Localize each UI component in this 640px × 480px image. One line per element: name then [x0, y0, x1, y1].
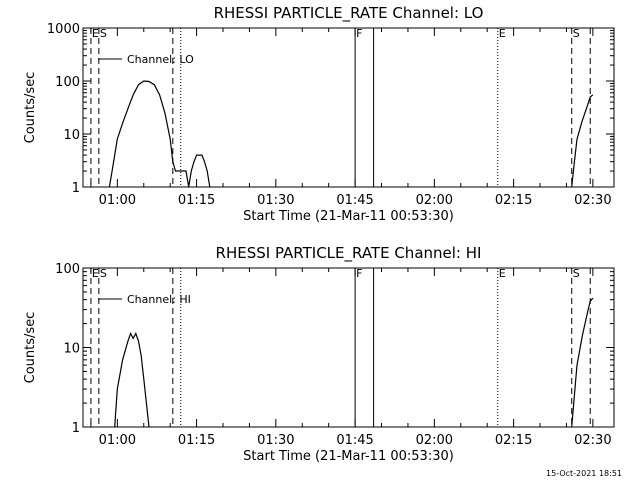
x-tick-label: 01:45	[336, 433, 373, 448]
x-tick-label: 01:15	[178, 193, 215, 208]
plot-frame	[82, 267, 615, 428]
series-line	[571, 94, 594, 188]
series-line	[108, 80, 211, 188]
series-line	[571, 297, 594, 428]
x-tick-label: 02:30	[574, 433, 611, 448]
x-tick-label: 01:00	[99, 433, 136, 448]
y-tick-label: 1000	[47, 22, 80, 37]
x-tick-label: 01:15	[178, 433, 215, 448]
y-tick-label: 100	[55, 262, 80, 277]
x-tick-label: 02:30	[574, 193, 611, 208]
y-tick-label: 10	[63, 128, 80, 143]
y-tick-label: 100	[55, 75, 80, 90]
event-marker-label: S	[573, 267, 580, 280]
event-marker-label: E	[92, 27, 99, 40]
legend-entry: Channel: HI	[127, 293, 191, 306]
event-marker-label: E	[499, 27, 506, 40]
x-axis-label: Start Time (21-Mar-11 00:53:30)	[243, 209, 454, 224]
event-marker-label: F	[356, 27, 362, 40]
x-tick-label: 02:15	[495, 433, 532, 448]
plot-frame	[82, 27, 615, 188]
x-tick-label: 01:30	[257, 433, 294, 448]
event-marker-label: S	[100, 27, 107, 40]
x-tick-label: 02:00	[416, 433, 453, 448]
x-tick-label: 01:00	[99, 193, 136, 208]
legend-entry: Channel: LO	[127, 53, 194, 66]
y-tick-label: 1	[72, 181, 80, 196]
y-axis-label: Counts/sec	[23, 312, 38, 384]
plot-timestamp: 15-Oct-2021 18:51	[546, 469, 622, 478]
event-marker-label: E	[499, 267, 506, 280]
event-marker-label: S	[100, 267, 107, 280]
chart-title: RHESSI PARTICLE_RATE Channel: LO	[214, 4, 484, 23]
y-tick-label: 10	[63, 342, 80, 357]
event-marker-label: S	[573, 27, 580, 40]
x-axis-label: Start Time (21-Mar-11 00:53:30)	[243, 449, 454, 464]
chart-title: RHESSI PARTICLE_RATE Channel: HI	[216, 244, 482, 263]
chart-panel-2: RHESSI PARTICLE_RATE Channel: HI Counts/s…	[23, 244, 615, 464]
x-tick-label: 01:45	[336, 193, 373, 208]
x-tick-label: 02:15	[495, 193, 532, 208]
y-axis-label: Counts/sec	[23, 72, 38, 144]
x-tick-label: 01:30	[257, 193, 294, 208]
series-line	[114, 332, 150, 428]
chart-panel-1: RHESSI PARTICLE_RATE Channel: LO Counts/s…	[23, 4, 615, 224]
x-tick-label: 02:00	[416, 193, 453, 208]
event-marker-label: F	[356, 267, 362, 280]
event-marker-label: E	[92, 267, 99, 280]
y-tick-label: 1	[72, 421, 80, 436]
